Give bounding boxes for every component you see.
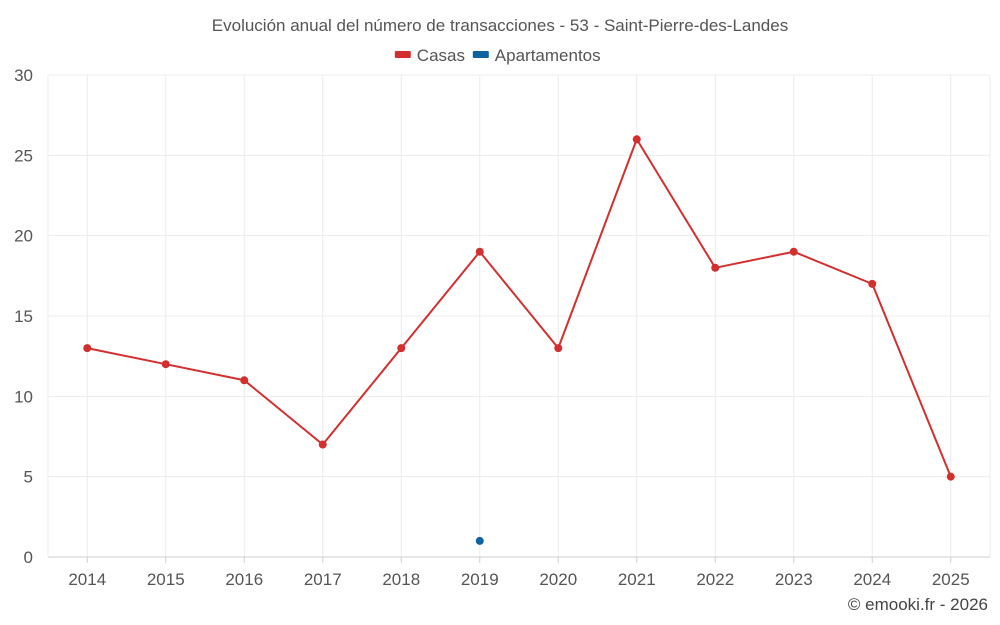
- data-point-casas-2019[interactable]: [475, 247, 484, 256]
- chart-title: Evolución anual del número de transaccio…: [212, 16, 788, 35]
- data-point-casas-2022[interactable]: [711, 263, 720, 272]
- x-tick-label: 2021: [618, 570, 656, 589]
- y-tick-label: 20: [14, 227, 33, 246]
- series-line-casas: [87, 138, 952, 478]
- data-point-casas-2015[interactable]: [161, 360, 170, 369]
- y-tick-label: 15: [14, 307, 33, 326]
- x-tick-label: 2014: [68, 570, 106, 589]
- series-casas: [83, 135, 955, 481]
- legend-item-casas[interactable]: Casas: [394, 46, 465, 65]
- data-point-casas-2021[interactable]: [632, 135, 641, 144]
- series-apartamentos: [475, 536, 484, 545]
- x-tick-label: 2015: [147, 570, 185, 589]
- legend-label-casas: Casas: [417, 46, 465, 65]
- data-point-casas-2014[interactable]: [83, 344, 92, 353]
- legend: Casas Apartamentos: [394, 46, 601, 65]
- x-tick-label: 2018: [382, 570, 420, 589]
- y-tick-label: 5: [24, 468, 33, 487]
- x-tick-label: 2017: [304, 570, 342, 589]
- legend-swatch-casas: [394, 51, 411, 58]
- y-tick-label: 10: [14, 387, 33, 406]
- y-axis: 0 5 10 15 20 25 30: [14, 66, 33, 567]
- data-point-casas-2017[interactable]: [318, 440, 327, 449]
- data-point-casas-2016[interactable]: [240, 376, 249, 385]
- y-tick-label: 30: [14, 66, 33, 85]
- data-point-casas-2023[interactable]: [789, 247, 798, 256]
- x-tick-label: 2022: [696, 570, 734, 589]
- legend-swatch-apartamentos: [472, 51, 489, 58]
- grid: [47, 74, 991, 557]
- data-point-casas-2018[interactable]: [397, 344, 406, 353]
- x-tick-label: 2025: [932, 570, 970, 589]
- data-point-casas-2025[interactable]: [946, 472, 955, 481]
- x-tick-label: 2024: [853, 570, 891, 589]
- x-tick-label: 2016: [225, 570, 263, 589]
- data-point-casas-2024[interactable]: [868, 279, 877, 288]
- legend-label-apartamentos: Apartamentos: [495, 46, 601, 65]
- x-tick-label: 2023: [775, 570, 813, 589]
- legend-item-apartamentos[interactable]: Apartamentos: [472, 46, 601, 65]
- credit-text: © emooki.fr - 2026: [848, 595, 988, 614]
- y-tick-label: 0: [24, 548, 33, 567]
- y-tick-label: 25: [14, 146, 33, 165]
- x-tick-label: 2019: [461, 570, 499, 589]
- series-layer: [83, 135, 955, 545]
- x-tick-label: 2020: [539, 570, 577, 589]
- data-point-apartamentos-2019[interactable]: [475, 536, 484, 545]
- data-point-casas-2020[interactable]: [554, 344, 563, 353]
- x-axis: 2014 2015 2016 2017 2018 2019 2020 2021 2022 2023…: [48, 556, 990, 589]
